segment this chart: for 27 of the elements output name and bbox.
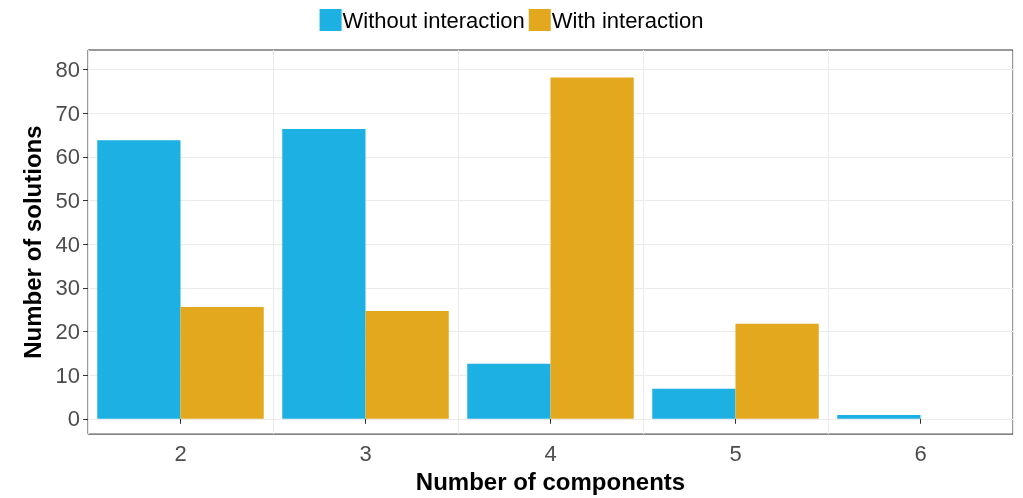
x-tick-label: 2 [174,440,187,466]
y-tick-label: 40 [55,231,80,257]
y-tick-label: 70 [55,100,80,126]
y-tick-label: 20 [55,319,80,345]
bar [837,414,921,419]
legend-label: With interaction [551,7,704,33]
bar [735,323,819,419]
bar [97,140,181,419]
x-tick-label: 6 [914,440,927,466]
bar [652,388,736,419]
y-tick-label: 80 [55,57,80,83]
y-tick-label: 60 [55,144,80,170]
x-tick-label: 3 [359,440,372,466]
bar [467,363,551,419]
x-tick-label: 5 [729,440,742,466]
bar [550,77,634,419]
x-axis-title: Number of components [415,467,686,495]
y-tick-label: 0 [67,406,80,432]
y-tick-label: 50 [55,188,80,214]
bar [365,311,449,419]
bar [282,129,366,419]
legend-label: Without interaction [342,7,525,33]
y-tick-label: 10 [55,362,80,388]
bar [180,307,264,419]
y-axis-title: Number of solutions [19,125,47,359]
y-tick-label: 30 [55,275,80,301]
x-tick-label: 4 [544,440,557,466]
